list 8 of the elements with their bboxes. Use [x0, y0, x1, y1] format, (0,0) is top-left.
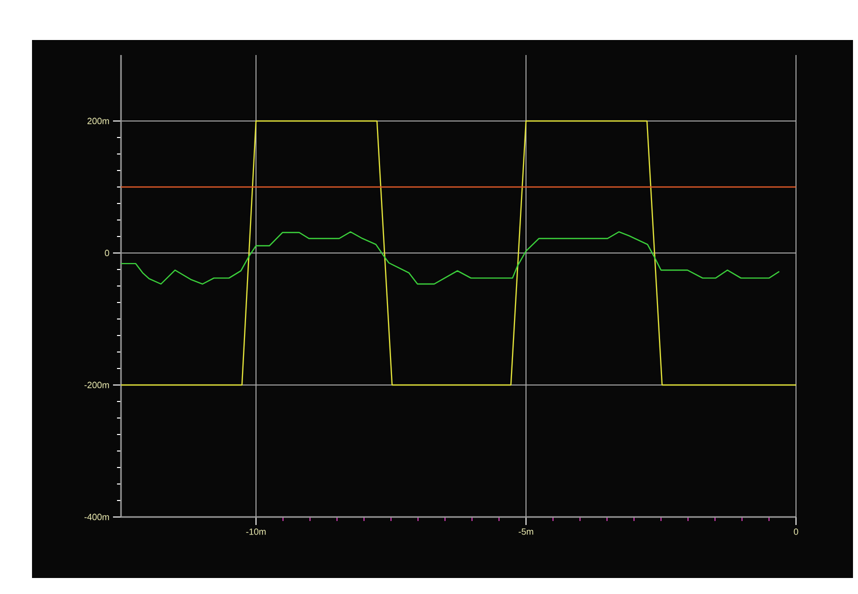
y-tick-label: -200m — [84, 382, 109, 388]
x-tick-label: -10m — [246, 528, 266, 535]
y-tick-label: -400m — [84, 514, 109, 520]
x-tick-label: -5m — [518, 528, 534, 535]
y-tick-label: 0 — [104, 250, 110, 256]
line-series — [120, 231, 780, 285]
y-tick-label: 200m — [88, 118, 109, 124]
x-tick-label: 0 — [794, 528, 798, 535]
